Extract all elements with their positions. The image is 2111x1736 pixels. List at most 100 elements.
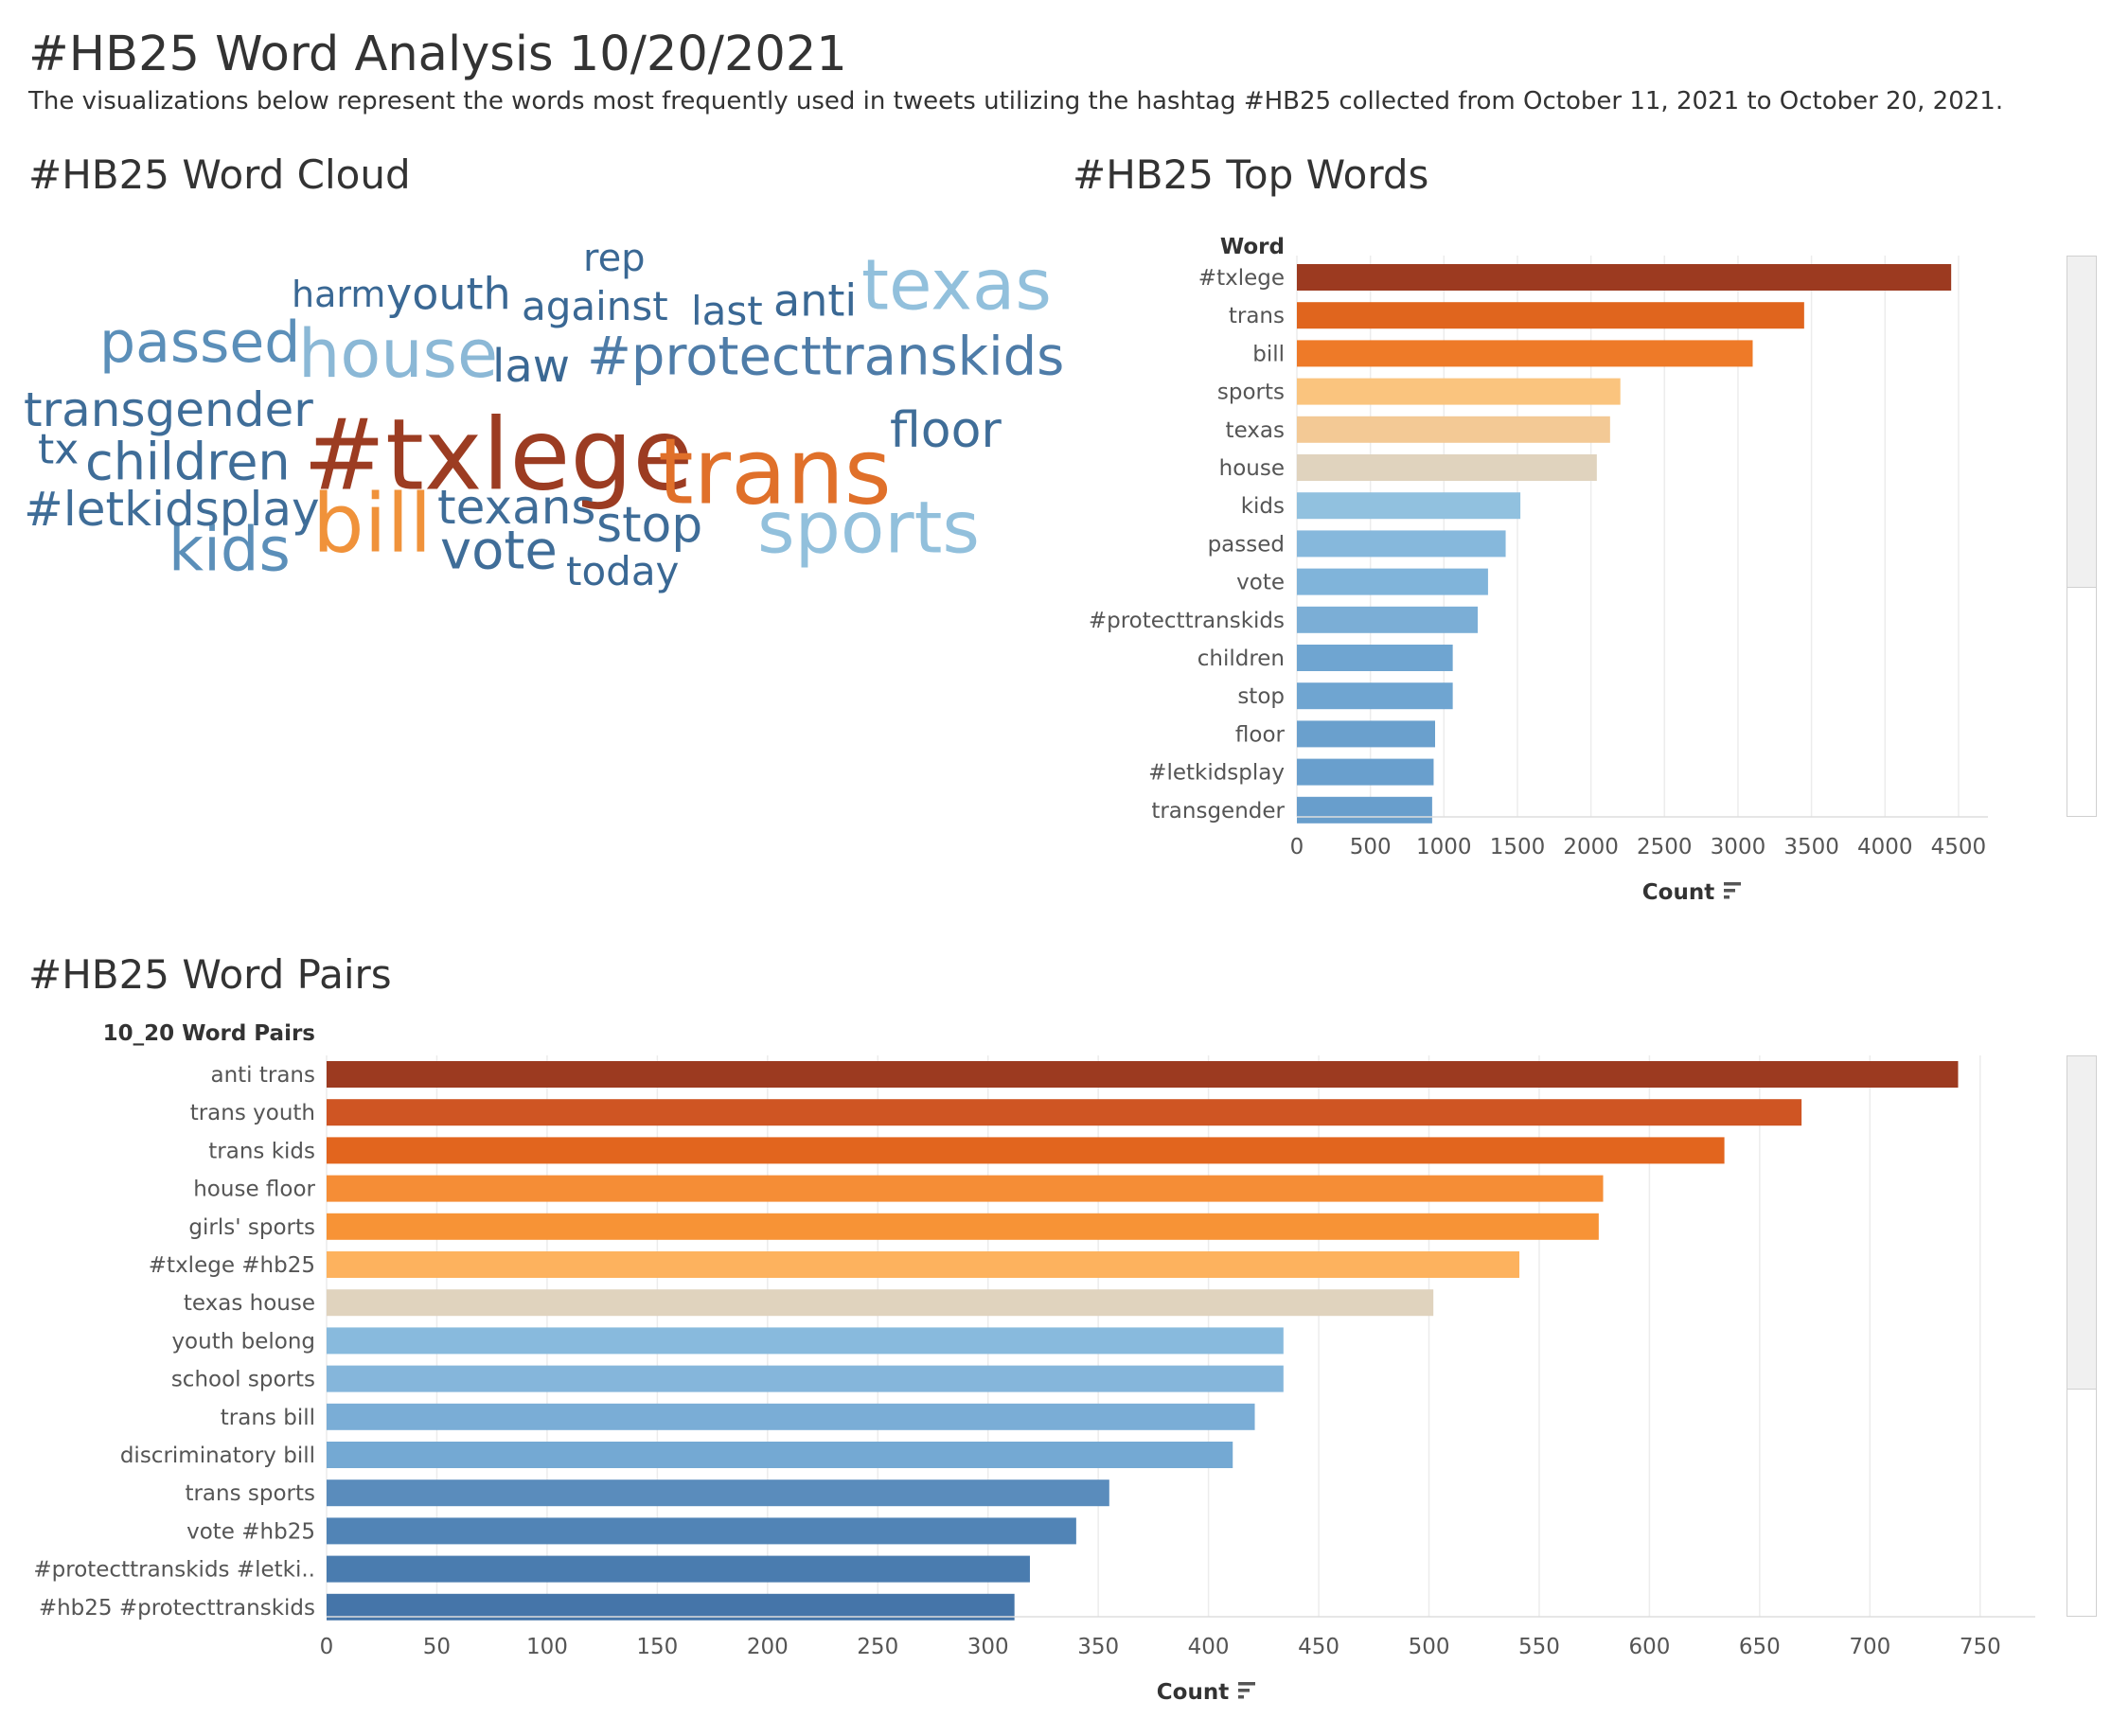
top-words-bar-trans[interactable] (1297, 302, 1804, 329)
top-words-bar-sports[interactable] (1297, 378, 1621, 405)
word-pairs-label-trans-kids: trans kids (208, 1139, 315, 1163)
top-words-label-house: house (1219, 456, 1285, 481)
top-words-chart: Word #txlege trans bill sports texas house kids… (1089, 235, 1988, 905)
top-words-scrollbar-thumb[interactable] (2067, 257, 2096, 588)
top-words-bar-transgender[interactable] (1297, 796, 1432, 824)
top-words-bar-house[interactable] (1297, 454, 1597, 481)
word-pairs-tick-label: 350 (1077, 1635, 1119, 1659)
top-words-bar-protecttranskids[interactable] (1297, 606, 1479, 633)
sort-descending-icon[interactable] (1724, 882, 1741, 899)
top-words-title: #HB25 Top Words (1073, 151, 1429, 198)
top-words-label-sports: sports (1217, 381, 1285, 405)
word-pairs-bar-protecttranskids-letki[interactable] (327, 1555, 1030, 1583)
word-pairs-tick-label: 300 (967, 1635, 1009, 1659)
top-words-bar-texas[interactable] (1297, 416, 1610, 443)
top-words-bar-stop[interactable] (1297, 682, 1453, 710)
word-pairs-label-texas-house: texas house (184, 1291, 315, 1316)
word-pairs-scrollbar[interactable] (2067, 1055, 2097, 1617)
word-pairs-bar-discriminatory-bill[interactable] (327, 1442, 1233, 1468)
word-cloud-title: #HB25 Word Cloud (28, 151, 411, 198)
cloud-word-last: last (691, 288, 763, 334)
sort-descending-icon[interactable] (1238, 1682, 1255, 1699)
word-pairs-bar-anti-trans[interactable] (327, 1061, 1959, 1088)
cloud-word-tx: tx (38, 426, 79, 474)
top-words-bar-floor[interactable] (1297, 720, 1435, 748)
top-words-bar-passed[interactable] (1297, 530, 1506, 558)
word-pairs-label-vote-hb25: vote #hb25 (186, 1519, 315, 1544)
word-pairs-label-house-floor: house floor (193, 1178, 315, 1202)
top-words-bar-bill[interactable] (1297, 340, 1753, 367)
word-pairs-label-youth-belong: youth belong (171, 1329, 315, 1354)
top-words-label-texas: texas (1226, 418, 1285, 443)
word-pairs-label-trans-youth: trans youth (190, 1101, 315, 1125)
cloud-word-against: against (522, 283, 668, 329)
cloud-word-txlege: #txlege (303, 398, 693, 513)
cloud-word-youth: youth (386, 268, 511, 319)
word-pairs-label-discriminatory-bill: discriminatory bill (120, 1444, 315, 1468)
top-words-label-trans: trans (1229, 304, 1285, 328)
top-words-bar-kids[interactable] (1297, 492, 1521, 520)
top-words-label-floor: floor (1235, 722, 1286, 747)
word-pairs-tick-label: 700 (1849, 1635, 1890, 1659)
cloud-word-kids: kids (169, 516, 291, 586)
word-pairs-row-header: 10_20 Word Pairs (103, 1021, 315, 1046)
cloud-word-law: law (492, 340, 570, 393)
word-pairs-tick-label: 150 (636, 1635, 678, 1659)
word-pairs-bar-girls-sports[interactable] (327, 1213, 1599, 1240)
word-pairs-tick-label: 600 (1628, 1635, 1670, 1659)
cloud-word-today: today (566, 548, 679, 594)
top-words-bar-vote[interactable] (1297, 568, 1488, 595)
word-pairs-bar-trans-bill[interactable] (327, 1403, 1255, 1430)
cloud-word-letkidsplay: #letkidsplay (24, 482, 320, 537)
top-words-tick-label: 0 (1290, 835, 1304, 859)
word-pairs-bar-vote-hb25[interactable] (327, 1517, 1076, 1545)
top-words-tick-label: 2000 (1563, 835, 1619, 859)
cloud-word-sports: sports (757, 485, 980, 569)
word-pairs-tick-label: 50 (423, 1635, 451, 1659)
word-pairs-bar-school-sports[interactable] (327, 1365, 1284, 1392)
top-words-bar-txlege[interactable] (1297, 264, 1952, 291)
word-pairs-bar-house-floor[interactable] (327, 1175, 1604, 1202)
top-words-label-bill: bill (1252, 342, 1285, 366)
cloud-word-children: children (85, 433, 291, 492)
word-pairs-bar-youth-belong[interactable] (327, 1327, 1284, 1355)
top-words-tick-label: 500 (1350, 835, 1392, 859)
top-words-tick-label: 3000 (1711, 835, 1766, 859)
top-words-tick-label: 3500 (1783, 835, 1839, 859)
top-words-tick-label: 4500 (1931, 835, 1987, 859)
cloud-word-trans: trans (658, 418, 892, 524)
top-words-tick-label: 1500 (1490, 835, 1546, 859)
word-pairs-bar-hb25-protecttranskids[interactable] (327, 1593, 1015, 1621)
word-pairs-label-girls-sports: girls' sports (188, 1215, 315, 1240)
word-pairs-bar-trans-kids[interactable] (327, 1137, 1725, 1164)
word-pairs-title: #HB25 Word Pairs (28, 951, 392, 998)
word-pairs-bar-txlege-hb25[interactable] (327, 1251, 1520, 1278)
word-pairs-label-school-sports: school sports (171, 1368, 315, 1392)
word-pairs-tick-label: 400 (1188, 1635, 1230, 1659)
top-words-bar-letkidsplay[interactable] (1297, 758, 1434, 786)
word-pairs-x-axis-title: Count (1157, 1680, 1229, 1705)
top-words-scrollbar[interactable] (2067, 256, 2097, 817)
top-words-label-protecttranskids: #protecttranskids (1089, 609, 1285, 633)
word-pairs-tick-label: 550 (1518, 1635, 1560, 1659)
top-words-label-stop: stop (1237, 684, 1285, 709)
word-pairs-bar-trans-youth[interactable] (327, 1099, 1802, 1126)
word-pairs-bar-texas-house[interactable] (327, 1289, 1434, 1317)
top-words-tick-label: 4000 (1857, 835, 1913, 859)
cloud-word-bill: bill (312, 476, 432, 571)
word-pairs-label-anti-trans: anti trans (210, 1063, 315, 1088)
cloud-word-stop: stop (596, 497, 702, 554)
cloud-word-passed: passed (99, 310, 300, 376)
word-pairs-scrollbar-thumb[interactable] (2067, 1056, 2096, 1390)
top-words-row-header: Word (1220, 235, 1285, 259)
word-pairs-bar-trans-sports[interactable] (327, 1479, 1109, 1507)
top-words-label-vote: vote (1236, 571, 1285, 595)
top-words-label-transgender: transgender (1151, 799, 1285, 824)
top-words-bar-children[interactable] (1297, 645, 1453, 671)
page-subtitle: The visualizations below represent the w… (28, 87, 2004, 115)
cloud-word-anti: anti (773, 275, 857, 326)
top-words-tick-label: 2500 (1637, 835, 1693, 859)
word-pairs-label-protecttranskids-letki: #protecttranskids #letki.. (33, 1558, 315, 1583)
word-pairs-tick-label: 750 (1960, 1635, 2001, 1659)
